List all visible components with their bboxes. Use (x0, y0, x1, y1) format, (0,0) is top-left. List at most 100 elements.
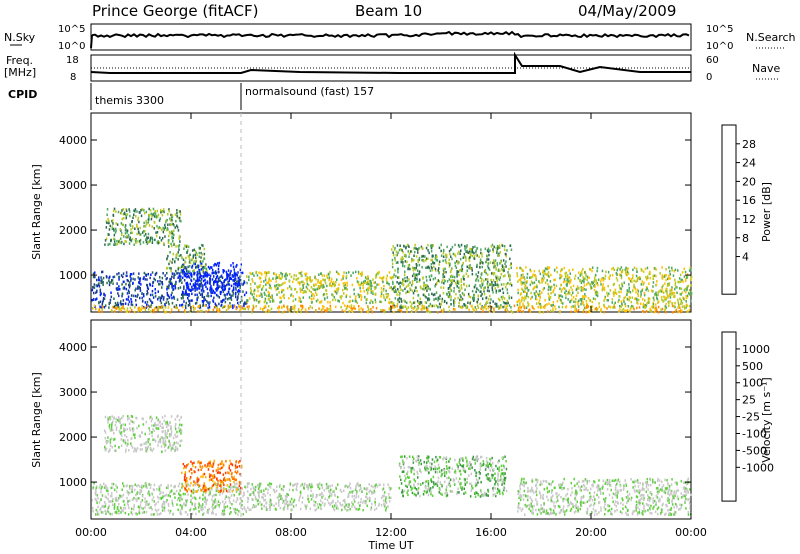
velocity-region-1-cell (215, 469, 218, 472)
velocity-region-2-cell (170, 449, 172, 452)
power-region-0-cell (196, 298, 198, 302)
power-region-3-cell (177, 258, 179, 261)
power-region-4-cell (326, 296, 329, 299)
power-region-2-cell (170, 223, 172, 227)
velocity-region-0-cell (234, 483, 236, 486)
power-region-4-cell (256, 285, 258, 288)
velocity-region-1-cell (239, 472, 241, 476)
velocity-region-2-cell (109, 429, 112, 432)
velocity-region-1-cell (190, 460, 192, 463)
velocity-region-2-cell (167, 428, 170, 432)
velocity-region-2-cell (115, 426, 118, 429)
power-region-7-cell (448, 309, 451, 313)
velocity-region-0-cell (138, 497, 140, 500)
power-region-6-cell (652, 296, 655, 300)
power-region-0-cell (243, 281, 246, 284)
power-region-0-cell (128, 300, 131, 303)
power-region-7-cell (650, 310, 653, 313)
power-region-6-cell (617, 300, 619, 304)
power-region-5-cell (415, 273, 417, 276)
power-region-4-cell (288, 285, 291, 288)
power-region-0-cell (244, 302, 246, 306)
power-region-4-cell (250, 291, 252, 295)
power-region-5-cell (425, 275, 427, 279)
power-region-2-cell (120, 211, 122, 215)
power-region-7-cell (367, 310, 370, 314)
power-region-0-cell (138, 281, 141, 285)
power-region-0-cell (174, 283, 176, 287)
power-region-4-cell (302, 296, 304, 299)
power-region-4-cell (266, 294, 268, 298)
velocity-region-0-cell (235, 486, 237, 489)
power-region-4-cell (326, 274, 328, 277)
velocity-region-0-cell (202, 507, 204, 511)
power-region-0-cell (117, 301, 119, 305)
power-region-1-cell (221, 284, 223, 287)
velocity-region-2-cell (118, 446, 120, 449)
power-region-7-cell (197, 310, 199, 313)
velocity-region-0-cell (97, 513, 99, 516)
power-region-5-cell (426, 289, 428, 292)
power-region-5-cell (408, 255, 410, 258)
power-region-5-cell (489, 261, 492, 264)
velocity-region-0-cell (122, 493, 125, 497)
power-region-3-cell (201, 266, 204, 269)
power-region-0-cell (154, 291, 157, 295)
power-region-7-cell (575, 307, 577, 311)
power-region-6-cell (668, 266, 670, 269)
power-region-0-cell (179, 286, 182, 289)
power-region-2-cell (161, 228, 163, 232)
velocity-region-1-cell (200, 489, 202, 492)
power-region-7-cell (341, 309, 344, 312)
power-region-0-cell (228, 297, 230, 300)
power-region-0-cell (103, 306, 106, 309)
power-region-6-cell (649, 272, 651, 276)
power-region-7-cell (520, 306, 522, 309)
power-region-6-cell (548, 285, 550, 288)
power-region-5-cell (400, 304, 402, 307)
velocity-region-0-cell (120, 511, 122, 514)
power-region-2-cell (151, 241, 154, 244)
velocity-region-2-cell (105, 447, 108, 451)
velocity-region-2-cell (130, 442, 132, 445)
power-region-5-cell (493, 266, 495, 269)
power-region-2-cell (167, 223, 169, 226)
power-region-5-cell (472, 246, 474, 249)
power-region-6-cell (574, 274, 577, 277)
freq-tick-bottom: 8 (70, 72, 76, 83)
velocity-region-1-cell (238, 484, 241, 488)
power-region-4-cell (309, 276, 311, 279)
power-region-2-cell (145, 238, 147, 241)
power-region-6-cell (593, 288, 596, 292)
velocity-region-3-cell (372, 491, 375, 495)
power-region-6-cell (647, 289, 650, 292)
velocity-region-0-cell (155, 502, 157, 505)
power-region-0-cell (151, 271, 154, 274)
power-region-5-cell (438, 246, 441, 250)
power-region-6-cell (552, 300, 555, 304)
velocity-region-0-cell (181, 482, 183, 486)
power-region-0-cell (167, 294, 170, 297)
power-region-6-cell (661, 287, 663, 290)
power-region-2-cell (123, 217, 125, 220)
power-region-4-cell (355, 300, 357, 303)
velocity-region-0-cell (219, 502, 222, 505)
power-region-3-cell (191, 257, 194, 261)
power-region-6-cell (673, 292, 676, 295)
power-region-4-cell (357, 281, 360, 284)
power-region-6-cell (568, 280, 570, 283)
power-region-7-cell (131, 308, 133, 312)
power-region-6-cell (523, 299, 525, 302)
power-region-1-cell (185, 282, 187, 285)
power-region-6-cell (555, 284, 558, 288)
power-region-7-cell (653, 310, 656, 314)
power-region-5-cell (501, 244, 504, 247)
power-region-7-cell (98, 310, 101, 314)
power-region-6-cell (690, 278, 692, 282)
power-region-4-cell (295, 274, 297, 277)
velocity-region-0-cell (230, 510, 232, 514)
power-region-6-cell (564, 272, 566, 275)
power-region-5-cell (461, 265, 463, 268)
power-region-3-cell (197, 270, 200, 273)
power-region-6-cell (657, 293, 659, 297)
